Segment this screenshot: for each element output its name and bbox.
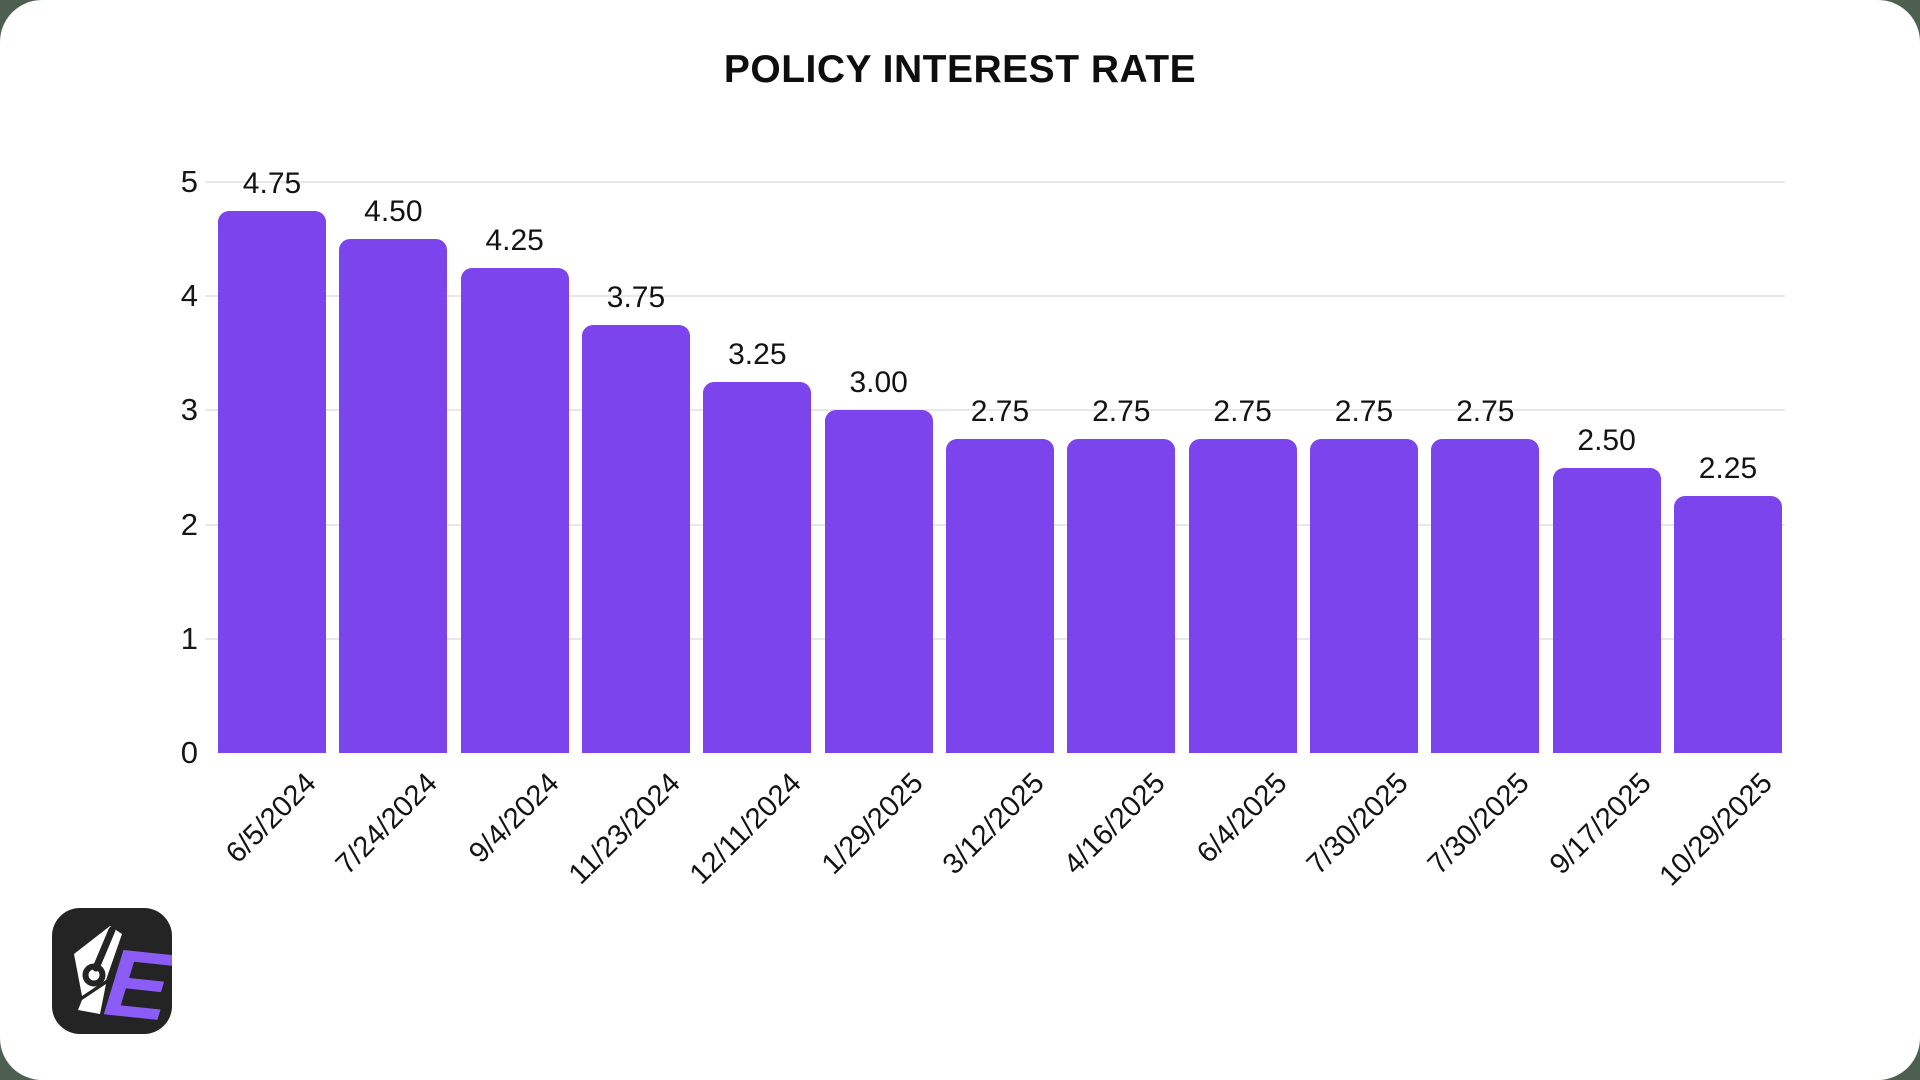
bar-value-label: 4.50	[364, 195, 423, 229]
bar	[339, 239, 448, 753]
bar-group: 2.75 3/12/2025	[937, 182, 1054, 881]
bar	[703, 381, 812, 753]
bar-value-label: 3.75	[606, 280, 666, 314]
bar	[1309, 438, 1418, 753]
x-axis-tick-label: 10/29/2025	[1653, 767, 1779, 893]
bar-series: 4.75 6/5/2024 4.50 7/24/2024 4.25 9/4/2024 3.7…	[218, 167, 1782, 892]
bar-group: 2.75 7/30/2025	[1422, 182, 1540, 881]
bar-group: 2.50 9/17/2025	[1543, 182, 1661, 881]
x-axis-tick-label: 1/29/2025	[815, 767, 930, 881]
bar-value-label: 2.75	[1334, 394, 1394, 428]
x-axis-tick-label: 9/17/2025	[1543, 767, 1658, 881]
x-axis-tick-label: 7/30/2025	[1422, 767, 1536, 881]
x-axis-tick-label: 6/4/2025	[1190, 767, 1294, 870]
y-axis-tick-label: 3	[180, 392, 198, 428]
bar-value-label: 2.50	[1577, 423, 1636, 457]
bar-group: 2.75 7/30/2025	[1301, 182, 1418, 881]
bar	[581, 324, 690, 753]
bar	[218, 210, 326, 753]
bar-group: 3.25 12/11/2024	[684, 182, 812, 891]
bar-group: 2.25 10/29/2025	[1653, 182, 1782, 892]
bar-value-label: 2.75	[970, 394, 1030, 428]
bar-value-label: 2.75	[1213, 394, 1272, 428]
bar	[824, 410, 933, 753]
bar-group: 3.00 1/29/2025	[815, 182, 933, 881]
gridline	[205, 181, 1785, 183]
bar-value-label: 3.00	[849, 366, 908, 400]
y-axis-tick-label: 0	[180, 735, 198, 770]
bar-group: 3.75 11/23/2024	[563, 182, 690, 891]
bar	[460, 267, 569, 753]
gridline	[205, 409, 1785, 412]
bar-group: 4.25 9/4/2024	[460, 182, 569, 869]
bar	[945, 438, 1054, 753]
bar	[1188, 438, 1297, 753]
bar-value-label: 4.75	[242, 166, 302, 200]
bar-value-label: 2.75	[1456, 394, 1515, 428]
gridline	[205, 295, 1785, 298]
bar-group: 2.75 6/4/2025	[1188, 182, 1297, 869]
x-axis-tick-label: 4/16/2025	[1058, 767, 1172, 881]
x-axis-tick-label: 6/5/2024	[220, 767, 323, 870]
y-axis-tick-label: 4	[180, 278, 198, 314]
bar-value-label: 3.25	[728, 337, 787, 371]
brand-logo: E	[52, 908, 172, 1034]
bar-group: 4.75 6/5/2024	[218, 167, 326, 869]
bar-group: 4.50 7/24/2024	[330, 182, 448, 881]
logo-letter-e: E	[100, 929, 172, 1034]
bar	[1673, 496, 1782, 753]
gauge-icon	[74, 926, 122, 1014]
x-axis-tick-label: 9/4/2024	[462, 767, 566, 870]
bar	[1552, 467, 1661, 753]
bar-value-label: 4.25	[485, 223, 544, 257]
y-axis-tick-label: 1	[180, 620, 198, 656]
bar-value-label: 2.75	[1092, 394, 1151, 428]
x-axis-tick-label: 3/12/2025	[936, 767, 1051, 881]
bar-group: 2.75 4/16/2025	[1058, 182, 1176, 881]
y-axis-tick-label: 2	[180, 506, 198, 542]
x-axis-tick-label: 7/24/2024	[330, 767, 444, 881]
plot-area: 5 4 3 2 1 0 4.75 6/5/2024 4.50 7/24/2024 4.25 9/4/…	[181, 164, 1785, 892]
bar	[1067, 438, 1176, 753]
bar-value-label: 2.25	[1698, 452, 1758, 486]
x-axis-tick-label: 12/11/2024	[684, 767, 808, 891]
bar	[1431, 438, 1540, 753]
chart-title: POLICY INTEREST RATE	[723, 48, 1197, 91]
x-axis-tick-label: 7/30/2025	[1300, 767, 1415, 881]
x-axis-tick-label: 11/23/2024	[562, 767, 687, 891]
y-axis-tick-label: 5	[180, 164, 198, 199]
